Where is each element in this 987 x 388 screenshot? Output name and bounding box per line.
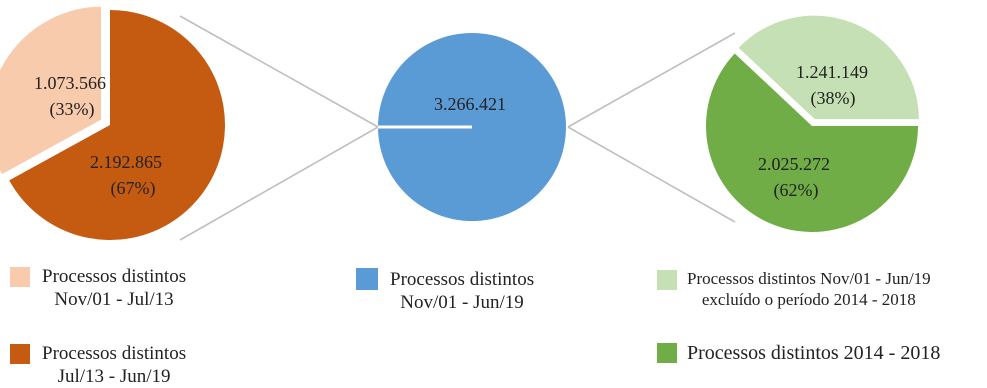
connector-line bbox=[567, 126, 736, 223]
legend-label: Processos distintos Jul/13 - Jun/19 bbox=[42, 343, 187, 388]
data-label-percent: (62%) bbox=[774, 180, 819, 201]
legend-swatch bbox=[356, 268, 378, 290]
legend-label: Processos distintos 2014 - 2018 bbox=[687, 342, 941, 364]
connector-line bbox=[179, 15, 379, 128]
data-label-value: 2.192.865 bbox=[90, 152, 162, 172]
pie-slice-nov01-jul13 bbox=[0, 4, 104, 178]
legend-item-nov01-jun19: Processos distintos Nov/01 - Jun/19 bbox=[356, 268, 534, 314]
legend-swatch bbox=[657, 343, 677, 363]
data-label-percent: (38%) bbox=[811, 88, 856, 109]
connector-line bbox=[179, 126, 379, 241]
data-label-value: 1.073.566 bbox=[34, 73, 106, 93]
legend-label: Processos distintos Nov/01 - Jun/19 bbox=[390, 269, 535, 314]
legend-item-nov01-jul13: Processos distintos Nov/01 - Jul/13 bbox=[10, 265, 186, 311]
legend-swatch bbox=[10, 344, 30, 364]
data-label-percent: (33%) bbox=[50, 99, 95, 120]
legend-label: Processos distintos Nov/01 - Jun/19 excl… bbox=[687, 269, 931, 309]
legend-swatch bbox=[10, 267, 30, 287]
legend-item-jul13-jun19: Processos distintos Jul/13 - Jun/19 bbox=[10, 342, 186, 388]
data-label-value: 2.025.272 bbox=[758, 154, 830, 174]
data-label-value: 3.266.421 bbox=[434, 94, 506, 114]
pie-slice-jul13-jun19 bbox=[9, 10, 225, 240]
connector-line bbox=[567, 32, 736, 128]
legend-item-excluding-2014-2018: Processos distintos Nov/01 - Jun/19 excl… bbox=[657, 269, 931, 310]
data-label-value: 1.241.149 bbox=[796, 62, 868, 82]
pie-slice-excluding-2014-2018 bbox=[735, 13, 922, 122]
legend-swatch bbox=[657, 270, 677, 290]
legend-label: Processos distintos Nov/01 - Jul/13 bbox=[42, 266, 187, 311]
legend-item-2014-2018: Processos distintos 2014 - 2018 bbox=[657, 341, 940, 365]
pie-slice-2014-2018 bbox=[706, 53, 918, 233]
data-label-percent: (67%) bbox=[111, 178, 156, 199]
